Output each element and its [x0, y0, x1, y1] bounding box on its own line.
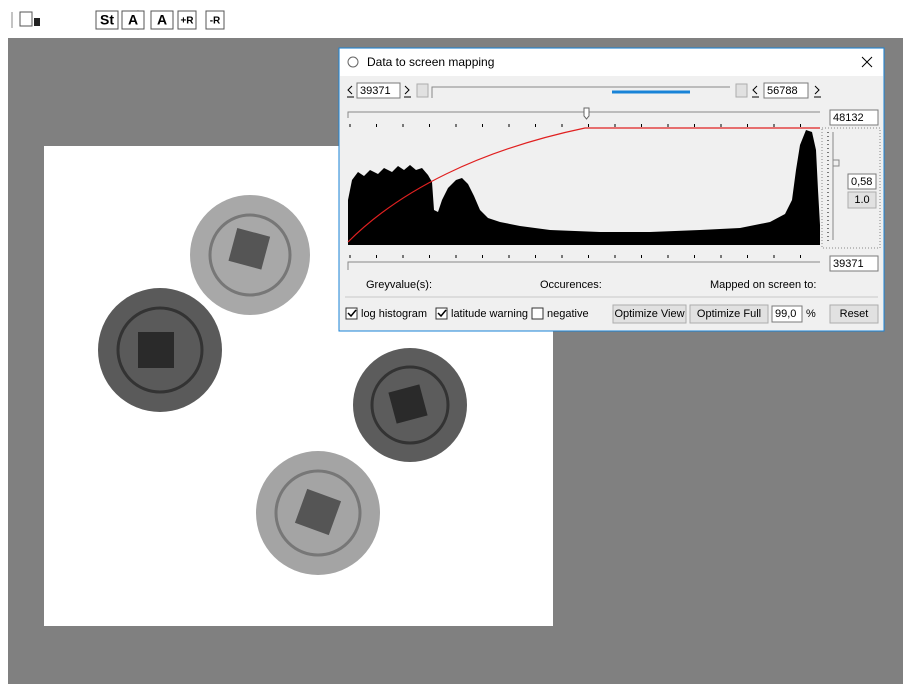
button-label: Optimize Full	[697, 308, 761, 320]
button[interactable]	[612, 304, 687, 324]
checkbox-label: latitude warning	[451, 308, 528, 320]
coin-emblem	[138, 332, 174, 368]
min-field[interactable]	[356, 82, 401, 99]
toolbar-label: -R	[210, 16, 221, 27]
toolbar-label: +R	[180, 16, 194, 27]
nav-right[interactable]	[404, 85, 411, 98]
title-bar	[340, 49, 883, 76]
toolbar-label: A	[157, 12, 167, 28]
coin-ring	[116, 306, 204, 394]
percent-unit: %	[806, 308, 816, 320]
gamma-panel	[821, 127, 881, 249]
check-mark	[347, 309, 357, 318]
nav-left[interactable]	[752, 85, 759, 98]
gamma-reset-button[interactable]	[847, 191, 877, 209]
gamma-field[interactable]	[847, 173, 877, 190]
mapping-curve	[347, 127, 820, 243]
toolbar-button[interactable]	[150, 10, 174, 30]
top-slider	[347, 111, 820, 118]
checkbox-label: log histogram	[361, 308, 427, 320]
top-value: 48132	[833, 112, 864, 124]
percent-value: 99,0	[775, 308, 796, 320]
checkbox-label: negative	[547, 308, 589, 320]
nav-right[interactable]	[814, 85, 821, 98]
button-label: Optimize View	[614, 308, 684, 320]
checkbox[interactable]	[435, 307, 448, 320]
toolbar-button[interactable]	[95, 10, 119, 30]
checkboxes: log histogram latitude warning negative	[345, 307, 589, 320]
toolbar-label: A	[128, 12, 138, 28]
app-icon	[347, 56, 359, 68]
top-field[interactable]	[829, 109, 879, 126]
coin-ring	[208, 213, 292, 297]
bottom-value: 39371	[833, 258, 864, 270]
toolbar-buttons: St A A +R -R	[95, 10, 225, 30]
coin-emblem	[388, 384, 428, 424]
toolbar-label: St	[100, 12, 114, 28]
toolbar-icon	[19, 11, 33, 27]
dialog: Data to screen mapping 39371 56788 48132…	[338, 47, 885, 332]
coin-emblem	[294, 488, 342, 536]
gamma-value: 0,58	[851, 176, 872, 188]
ruler-ticks	[349, 124, 801, 258]
bottom-slider	[347, 261, 820, 270]
bottom-field[interactable]	[829, 255, 879, 272]
gamma-slider[interactable]	[832, 132, 840, 240]
range-track	[431, 86, 730, 98]
reset-label: Reset	[840, 308, 869, 320]
buttons: Optimize View Optimize Full	[612, 304, 769, 324]
checkbox[interactable]	[531, 307, 544, 320]
close-button[interactable]	[861, 56, 873, 68]
toolbar-button[interactable]	[177, 10, 197, 30]
info-labels: Greyvalue(s): Occurences: Mapped on screen…	[366, 279, 816, 291]
max-value: 56788	[767, 85, 798, 97]
coin-ring	[274, 469, 362, 557]
auto-button[interactable]	[735, 83, 748, 98]
min-value: 39371	[360, 85, 391, 97]
reset-button[interactable]	[829, 304, 879, 324]
percent-field[interactable]	[771, 305, 803, 323]
toolbar-button[interactable]	[121, 10, 145, 30]
button[interactable]	[689, 304, 769, 324]
info-label: Greyvalue(s):	[366, 279, 432, 291]
top-slider-thumb[interactable]	[583, 107, 590, 120]
toolbar-button[interactable]	[205, 10, 225, 30]
info-label: Mapped on screen to:	[710, 279, 816, 291]
coin-ring	[370, 365, 450, 445]
check-mark	[437, 309, 447, 318]
dialog-title: Data to screen mapping	[367, 55, 494, 69]
checkbox[interactable]	[345, 307, 358, 320]
coin-emblem	[228, 227, 271, 270]
gamma-reset-label: 1.0	[854, 194, 869, 206]
histogram	[348, 130, 820, 245]
auto-button[interactable]	[416, 83, 429, 98]
nav-left[interactable]	[347, 85, 354, 98]
max-field[interactable]	[763, 82, 809, 99]
toolbar-icon	[34, 18, 40, 26]
coins	[98, 195, 467, 575]
info-label: Occurences:	[540, 279, 602, 291]
